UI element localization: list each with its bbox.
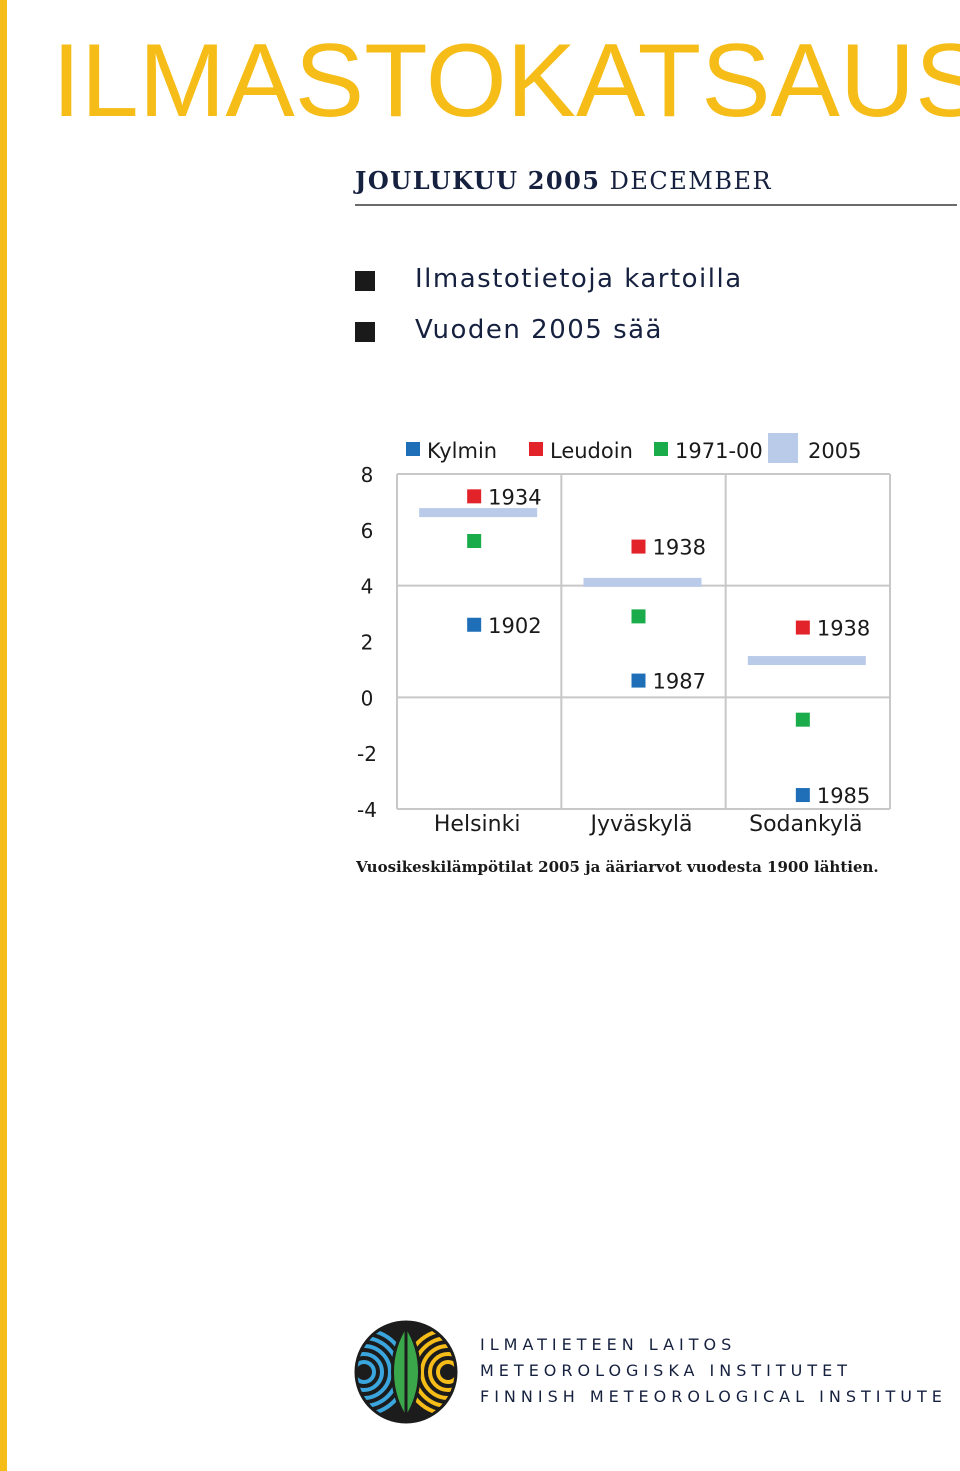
organization-name: ILMATIETEEN LAITOS METEOROLOGISKA INSTIT… bbox=[480, 1332, 947, 1410]
marker-normal bbox=[467, 534, 482, 548]
issue-month-en: DECEMBER bbox=[609, 167, 773, 195]
issue-divider bbox=[355, 204, 957, 206]
bar-2005 bbox=[747, 656, 866, 666]
y-tick-label: 2 bbox=[361, 631, 374, 655]
leudoin-year-label: 1938 bbox=[817, 617, 870, 641]
marker-normal bbox=[631, 609, 646, 624]
marker-leudoin bbox=[467, 489, 482, 504]
category-label: Helsinki bbox=[434, 812, 521, 837]
y-tick-label: 8 bbox=[361, 463, 374, 487]
org-name-sv: METEOROLOGISKA INSTITUTET bbox=[480, 1361, 853, 1380]
legend-swatch bbox=[654, 442, 668, 456]
legend-swatch bbox=[406, 442, 420, 456]
legend-swatch bbox=[529, 442, 543, 456]
y-tick-label: 0 bbox=[361, 686, 374, 710]
page-title: ILMASTOKATSAUS bbox=[52, 23, 960, 139]
issue-month-fi: JOULUKUU bbox=[355, 166, 519, 195]
issue-heading: JOULUKUU 2005 DECEMBER bbox=[355, 166, 772, 195]
legend-label: 1971-00 bbox=[675, 439, 763, 463]
org-name-fi: ILMATIETEEN LAITOS bbox=[480, 1335, 737, 1354]
leudoin-year-label: 1938 bbox=[653, 536, 706, 560]
legend-swatch bbox=[768, 433, 798, 463]
toc-item-label: Vuoden 2005 sää bbox=[415, 315, 663, 345]
left-accent-bar bbox=[0, 0, 7, 1471]
fmi-logo-icon bbox=[354, 1320, 458, 1424]
issue-year: 2005 bbox=[527, 166, 601, 195]
legend-label: 2005 bbox=[808, 439, 861, 463]
category-label: Jyväskylä bbox=[588, 812, 692, 837]
leudoin-year-label: 1934 bbox=[488, 485, 541, 509]
temperature-chart: Kylmin Leudoin 1971-00 2005 8 6 4 2 0 -2 -4 Helsin… bbox=[357, 433, 891, 837]
bar-2005 bbox=[583, 577, 702, 587]
marker-normal bbox=[795, 712, 810, 727]
marker-kylmin bbox=[795, 788, 810, 803]
kylmin-year-label: 1987 bbox=[653, 670, 706, 694]
chart-labels: 8 6 4 2 0 -2 -4 Helsinki Jyväskylä Sodankylä 1934 1… bbox=[357, 463, 870, 837]
y-tick-label: 4 bbox=[361, 575, 374, 599]
chart-marks bbox=[419, 489, 866, 803]
y-tick-label: -2 bbox=[357, 742, 377, 766]
category-label: Sodankylä bbox=[749, 812, 862, 837]
y-tick-label: -4 bbox=[357, 798, 377, 822]
chart-grid bbox=[396, 473, 891, 810]
chart-legend: Kylmin Leudoin 1971-00 2005 bbox=[406, 433, 861, 463]
square-bullet-icon bbox=[355, 322, 375, 342]
legend-label: Kylmin bbox=[427, 439, 497, 463]
bar-2005 bbox=[419, 508, 538, 518]
square-bullet-icon bbox=[355, 271, 375, 291]
toc-item-label: Ilmastotietoja kartoilla bbox=[415, 264, 743, 294]
kylmin-year-label: 1985 bbox=[817, 784, 870, 808]
legend-label: Leudoin bbox=[550, 439, 633, 463]
chart-caption: Vuosikeskilämpötilat 2005 ja ääriarvot v… bbox=[356, 858, 879, 876]
kylmin-year-label: 1902 bbox=[488, 614, 541, 638]
marker-kylmin bbox=[631, 673, 646, 688]
marker-leudoin bbox=[795, 620, 810, 635]
marker-kylmin bbox=[467, 617, 482, 632]
org-name-en: FINNISH METEOROLOGICAL INSTITUTE bbox=[480, 1387, 947, 1406]
y-tick-label: 6 bbox=[361, 519, 374, 543]
marker-leudoin bbox=[631, 539, 646, 554]
